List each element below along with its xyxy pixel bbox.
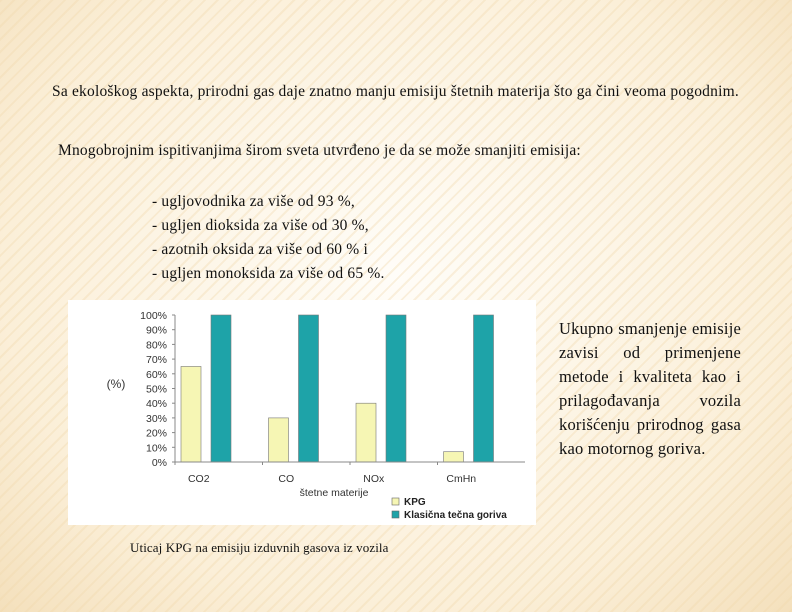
bar-classic-co <box>298 314 319 463</box>
legend-swatch-classic <box>391 510 400 519</box>
bar-kpg-cmhn <box>443 451 464 463</box>
y-tick-label: 20% <box>146 428 167 440</box>
legend-swatch-kpg <box>391 497 400 506</box>
chart-caption: Uticaj KPG na emisiju izduvnih gasova iz… <box>130 540 389 555</box>
list-item: - ugljovodnika za više od 93 %, <box>152 193 355 210</box>
y-tick-label: 100% <box>140 310 167 322</box>
legend: KPG Klasična tečna goriva <box>391 497 507 521</box>
x-tick-label: CO2 <box>188 473 210 485</box>
bar-kpg-co <box>268 417 289 463</box>
reduction-list: - ugljovodnika za više od 93 %, - ugljen… <box>152 190 385 286</box>
legend-label-classic: Klasična tečna goriva <box>404 510 507 521</box>
y-tick-label: 80% <box>146 339 167 351</box>
list-item: - azotnih oksida za više od 60 % i <box>152 241 368 258</box>
y-tick-label: 50% <box>146 384 167 396</box>
side-paragraph: Ukupno smanjenje emisije zavisi od prime… <box>559 319 741 458</box>
y-tick-label: 0% <box>152 457 167 469</box>
bar-classic-cmhn <box>473 314 494 463</box>
x-tick-label: CO <box>278 473 294 485</box>
y-tick-label: 60% <box>146 369 167 381</box>
bar-kpg-nox <box>355 402 377 463</box>
y-tick-label: 90% <box>146 325 167 337</box>
research-paragraph: Mnogobrojnim ispitivanjima širom sveta u… <box>58 142 581 159</box>
list-item: - ugljen monoksida za više od 65 %. <box>152 265 385 282</box>
chart-svg: 0% 10% 20% 30% 40% 50% 60% 70% 80% 90% 100% CO2 CO N… <box>107 310 525 521</box>
intro-paragraph: Sa ekološkog aspekta, prirodni gas daje … <box>52 83 739 100</box>
bar-classic-co2 <box>210 314 232 463</box>
bar-kpg-co2 <box>180 366 202 463</box>
y-axis-label: (%) <box>107 377 126 391</box>
x-tick-label: NOx <box>363 473 385 485</box>
legend-label-kpg: KPG <box>404 497 426 508</box>
emission-chart: 0% 10% 20% 30% 40% 50% 60% 70% 80% 90% 100% CO2 CO N… <box>68 300 536 525</box>
y-tick-label: 10% <box>146 442 167 454</box>
bar-classic-nox <box>385 314 407 463</box>
y-tick-label: 40% <box>146 398 167 410</box>
y-tick-label: 30% <box>146 413 167 425</box>
x-tick-label: CmHn <box>446 473 476 485</box>
y-tick-label: 70% <box>146 354 167 366</box>
x-axis-label: štetne materije <box>300 487 369 499</box>
list-item: - ugljen dioksida za više od 30 %, <box>152 217 369 234</box>
